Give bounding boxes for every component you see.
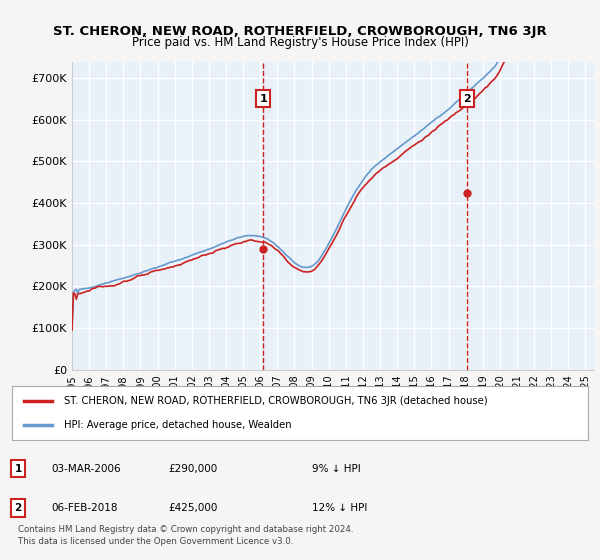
- Point: [463, 188, 472, 197]
- Text: 1: 1: [259, 94, 267, 104]
- Text: 2: 2: [463, 94, 471, 104]
- Text: HPI: Average price, detached house, Wealden: HPI: Average price, detached house, Weal…: [64, 419, 292, 430]
- Point: [259, 244, 268, 253]
- Text: Contains HM Land Registry data © Crown copyright and database right 2024.
This d: Contains HM Land Registry data © Crown c…: [18, 525, 353, 546]
- Text: 2: 2: [14, 503, 22, 513]
- Text: 9% ↓ HPI: 9% ↓ HPI: [312, 464, 361, 474]
- Text: 1: 1: [14, 464, 22, 474]
- Text: Price paid vs. HM Land Registry's House Price Index (HPI): Price paid vs. HM Land Registry's House …: [131, 36, 469, 49]
- Text: £425,000: £425,000: [168, 503, 217, 513]
- Text: £290,000: £290,000: [168, 464, 217, 474]
- Text: 12% ↓ HPI: 12% ↓ HPI: [312, 503, 367, 513]
- Text: 03-MAR-2006: 03-MAR-2006: [51, 464, 121, 474]
- Text: 06-FEB-2018: 06-FEB-2018: [51, 503, 118, 513]
- Text: ST. CHERON, NEW ROAD, ROTHERFIELD, CROWBOROUGH, TN6 3JR: ST. CHERON, NEW ROAD, ROTHERFIELD, CROWB…: [53, 25, 547, 38]
- Text: ST. CHERON, NEW ROAD, ROTHERFIELD, CROWBOROUGH, TN6 3JR (detached house): ST. CHERON, NEW ROAD, ROTHERFIELD, CROWB…: [64, 396, 487, 407]
